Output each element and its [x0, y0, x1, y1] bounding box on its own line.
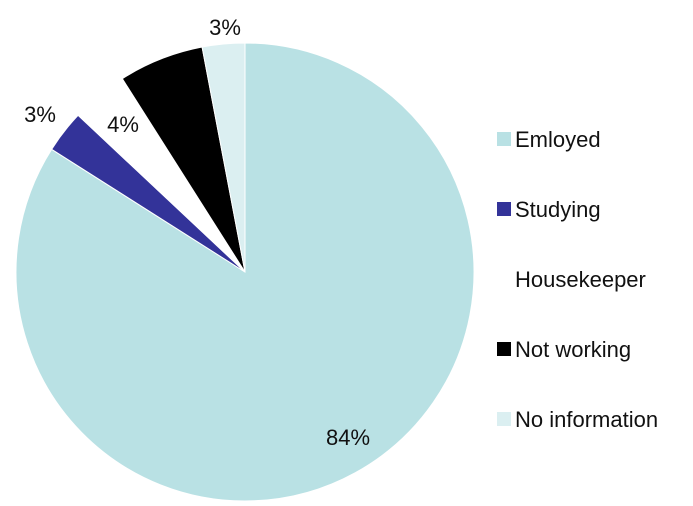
slice-label-housekeeper: 4% [107, 112, 139, 137]
legend-item-no-information: No information [497, 407, 658, 432]
legend-swatch [497, 202, 511, 216]
pie-slice-no-information [201, 42, 246, 273]
slice-label-emloyed: 84% [326, 425, 370, 450]
legend-swatch [497, 342, 511, 356]
slice-label-studying: 3% [24, 102, 56, 127]
legend-item-housekeeper: Housekeeper [497, 267, 646, 292]
legend-item-studying: Studying [497, 197, 601, 222]
legend-swatch [497, 272, 511, 286]
legend-item-emloyed: Emloyed [497, 127, 601, 152]
legend-label: Housekeeper [515, 267, 646, 292]
legend-swatch [497, 132, 511, 146]
legend-label: Studying [515, 197, 601, 222]
pie-slice-labels: 84% 3% 4% 3% [24, 15, 370, 450]
pie-slices [15, 42, 475, 502]
legend-label: Not working [515, 337, 631, 362]
legend-swatch [497, 412, 511, 426]
legend-label: Emloyed [515, 127, 601, 152]
legend-label: No information [515, 407, 658, 432]
legend: Emloyed Studying Housekeeper Not working No … [497, 127, 658, 432]
legend-item-not-working: Not working [497, 337, 631, 362]
slice-label-no-information: 3% [209, 15, 241, 40]
